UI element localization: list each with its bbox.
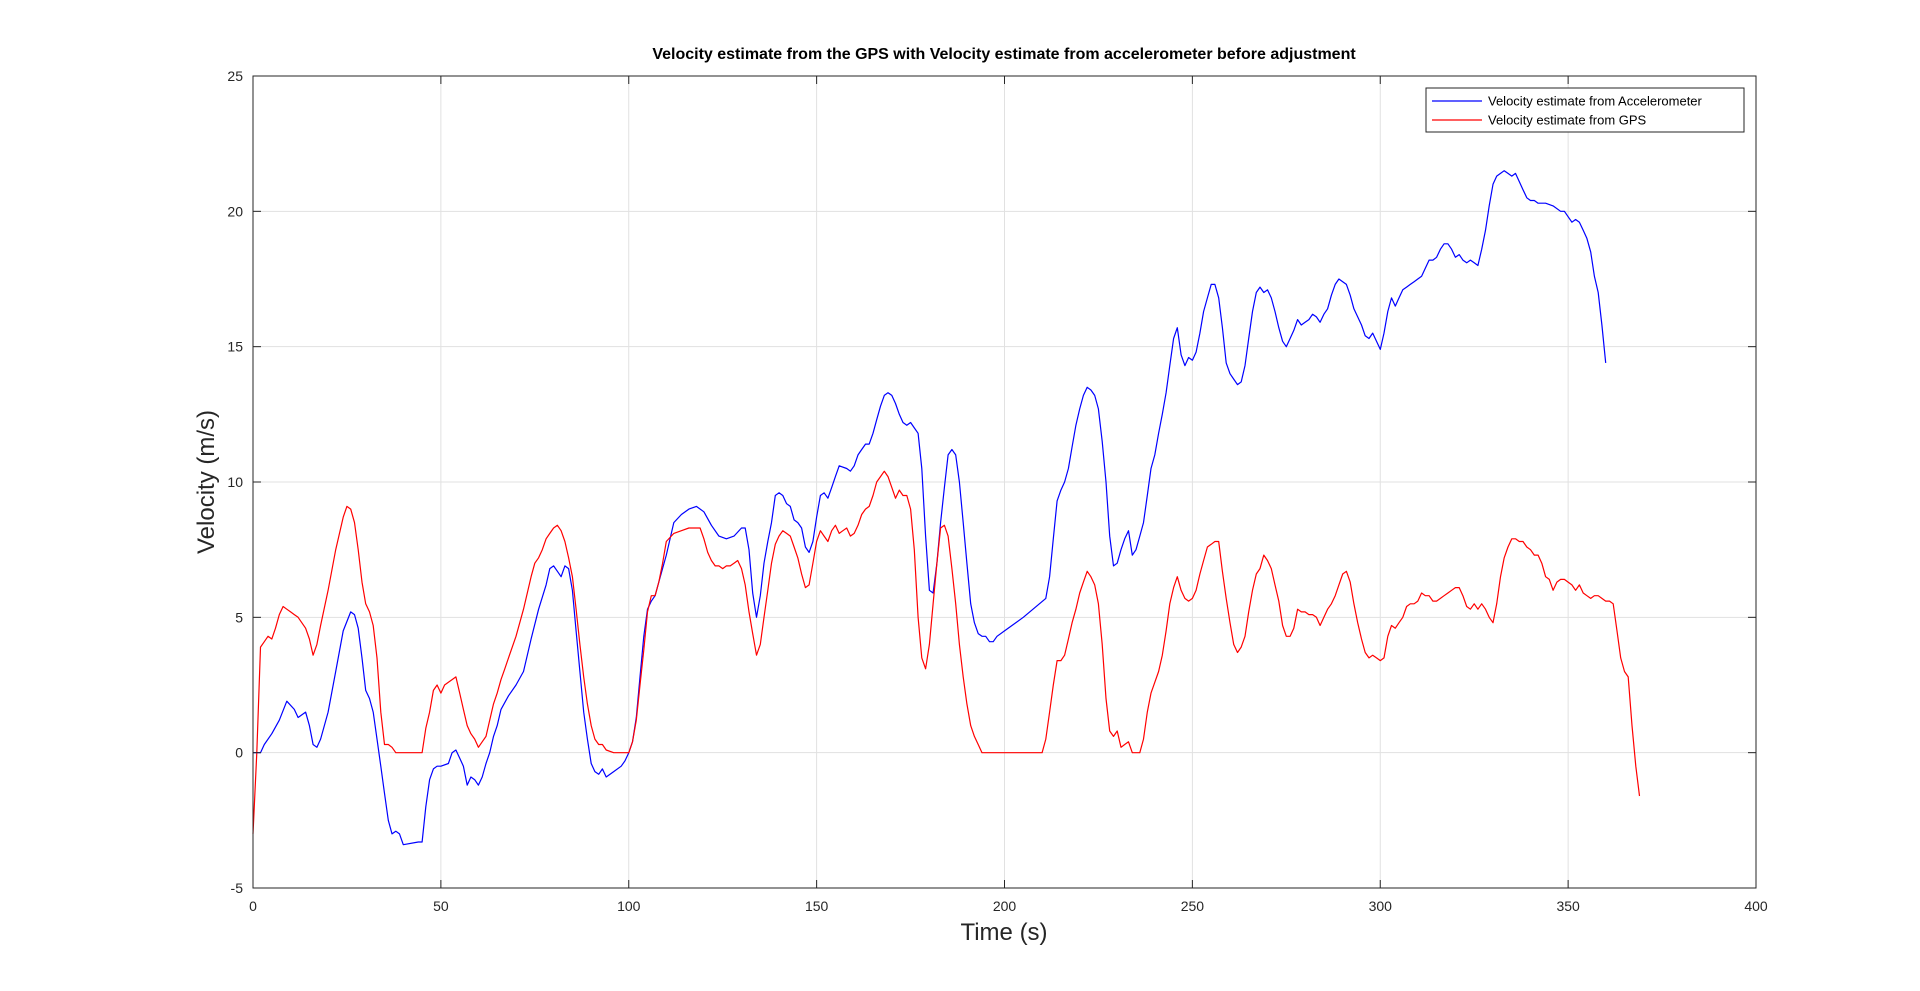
y-tick-label: -5 [231,880,244,896]
series-line-gps [252,470,1641,834]
x-tick-label: 50 [433,898,449,914]
x-tick-label: 300 [1369,898,1393,914]
axes [252,75,1757,889]
tick-labels: 0 50 100 150 200 250 300 350 400 -5 0 5 10 15 20 25 [227,68,1767,914]
y-tick-label: 5 [235,609,243,625]
x-tick-label: 100 [617,898,641,914]
legend-box [1425,87,1745,133]
series-layer [252,170,1641,846]
legend-entry-gps: Velocity estimate from GPS [1488,113,1647,128]
x-tick-label: 200 [993,898,1017,914]
x-tick-label: 150 [805,898,829,914]
x-tick-label: 350 [1556,898,1580,914]
y-tick-label: 15 [227,339,243,355]
grid [253,76,1756,888]
x-tick-label: 400 [1744,898,1768,914]
x-tick-label: 0 [249,898,257,914]
y-tick-label: 0 [235,745,243,761]
legend-entry-accelerometer: Velocity estimate from Accelerometer [1488,94,1703,109]
y-tick-label: 10 [227,474,243,490]
series-line-accelerometer [253,170,1607,846]
y-tick-label: 20 [227,203,243,219]
legend: Velocity estimate from Accelerometer Velo… [1425,87,1745,133]
chart-title: Velocity estimate from the GPS with Velo… [652,46,1356,63]
x-tick-label: 250 [1181,898,1205,914]
y-axis-label: Velocity (m/s) [193,410,220,554]
y-tick-label: 25 [227,68,243,84]
x-axis-label: Time (s) [960,919,1047,946]
